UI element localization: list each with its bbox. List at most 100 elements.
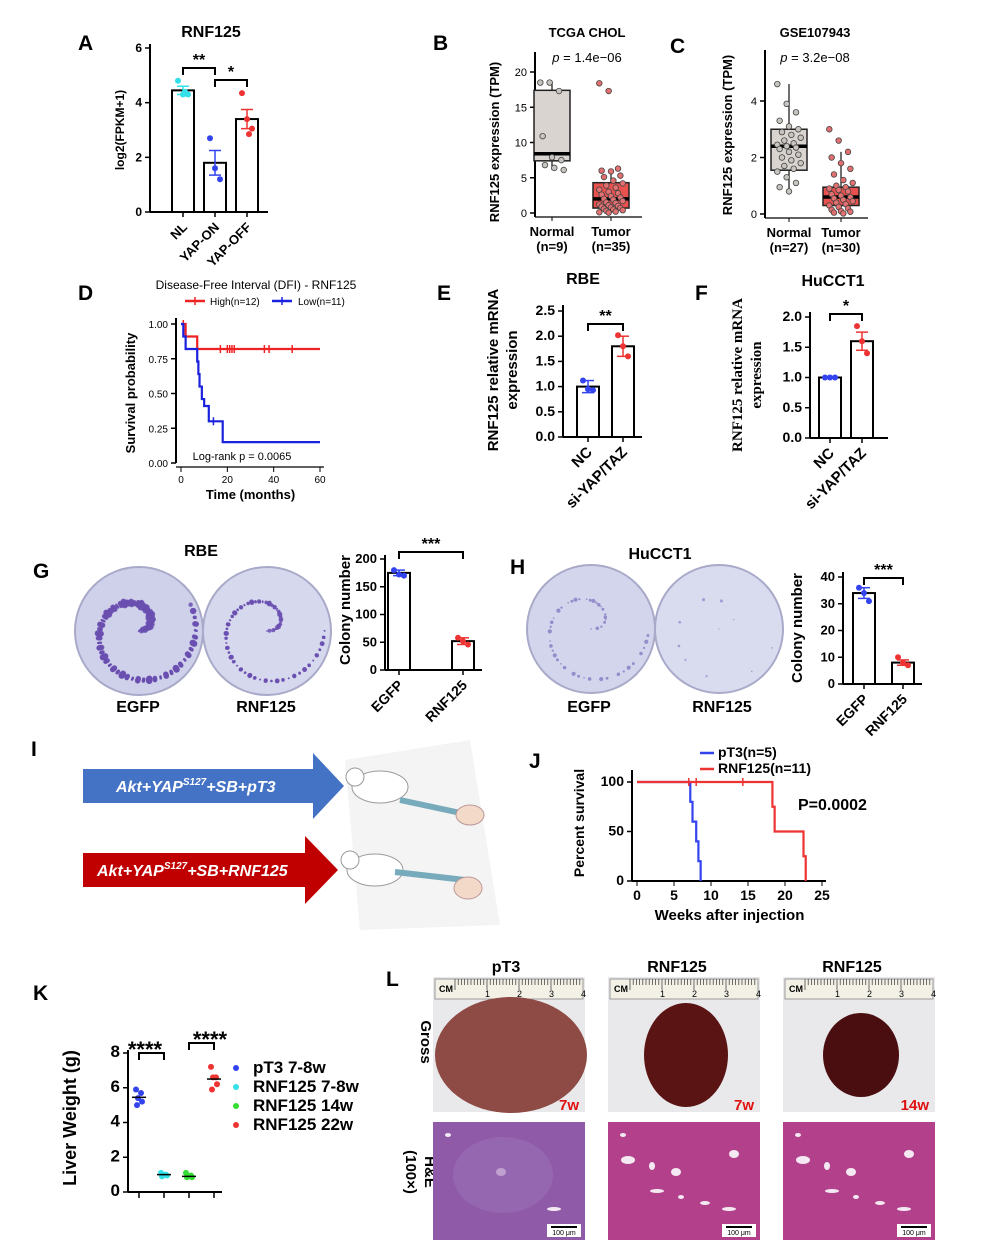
- ruler: [609, 978, 759, 1000]
- F-y-tick-label: 1.5: [783, 338, 803, 354]
- C-y-axis-label: RNF125 expression (TPM): [720, 55, 735, 215]
- ruler-unit: CM: [789, 984, 803, 994]
- K-significance-label: ****: [128, 1037, 163, 1062]
- colony-dot: [146, 619, 150, 623]
- colony-dot: [551, 649, 554, 652]
- C-data-point: [783, 100, 790, 108]
- ruler-number: 2: [692, 989, 697, 999]
- E-significance-bracket: [587, 323, 624, 331]
- F-data-point: [827, 374, 833, 381]
- colony-dot: [239, 667, 244, 672]
- C-data-point: [774, 168, 781, 175]
- panel-letter-e: E: [437, 282, 451, 305]
- colony-dot: [562, 665, 567, 670]
- colony-plate-rbe-egfp: [74, 566, 204, 696]
- colony-dot: [116, 669, 121, 673]
- C-data-point: [776, 183, 783, 191]
- D-x-axis-label: Time (months): [206, 487, 295, 502]
- plate-label-rnf125: RNF125: [692, 699, 752, 716]
- B-data-point: [603, 182, 610, 189]
- G-y-tick-label: 0: [370, 662, 377, 677]
- colony-dot: [109, 663, 112, 666]
- ruler-unit: CM: [614, 984, 628, 994]
- B-data-point: [612, 184, 619, 191]
- colony-dot: [719, 599, 723, 603]
- G-chart-title: RBE: [184, 543, 218, 560]
- B-data-point: [610, 177, 617, 184]
- D-x-tick-label: 40: [268, 475, 280, 486]
- colony-dot: [253, 675, 257, 680]
- E-data-point: [625, 353, 631, 360]
- colony-dot: [145, 612, 148, 615]
- vessel-lumen: [904, 1150, 914, 1158]
- column-header: RNF125: [647, 959, 707, 976]
- C-chart-title: GSE107943: [780, 25, 851, 40]
- colony-plate-rbe-rnf125: [202, 566, 332, 696]
- colony-dot: [192, 621, 198, 627]
- vessel-lumen: [547, 1207, 561, 1211]
- colony-dot: [323, 629, 326, 632]
- colony-dot: [169, 669, 173, 673]
- colony-dot: [112, 606, 118, 613]
- vessel-lumen: [445, 1133, 451, 1137]
- F-y-tick-label: 1.0: [783, 369, 803, 385]
- colony-dot: [274, 678, 280, 684]
- colony-dot: [591, 598, 596, 604]
- vessel-lumen: [700, 1201, 710, 1205]
- scale-bar-label: 100 μm: [552, 1230, 576, 1237]
- C-y-tick-label: 2: [751, 153, 757, 165]
- G-y-tick-label: 50: [363, 634, 377, 649]
- A-y-tick-label: 6: [135, 41, 142, 55]
- colony-dot: [226, 622, 231, 627]
- colony-dot: [597, 603, 601, 607]
- K-y-tick-label: 6: [111, 1077, 120, 1096]
- colony-dot: [144, 625, 148, 628]
- ruler-unit: CM: [439, 984, 453, 994]
- colony-dot: [603, 615, 608, 620]
- colony-dot: [99, 641, 103, 644]
- H-y-tick-label: 0: [828, 676, 835, 691]
- vessel-lumen: [824, 1162, 830, 1170]
- colony-plate-hucct1-egfp: [526, 564, 656, 694]
- ruler-number: 3: [549, 989, 554, 999]
- C-data-point: [785, 123, 793, 130]
- colony-dot: [644, 639, 649, 644]
- colony-dot: [145, 613, 150, 619]
- A-data-point: [244, 116, 250, 123]
- J-x-axis-label: Weeks after injection: [655, 907, 805, 924]
- B-x-tick-label: Normal: [530, 224, 575, 239]
- B-x-tick-label: Tumor: [591, 224, 630, 239]
- colony-dot: [191, 634, 197, 639]
- colony-dot: [595, 601, 598, 604]
- B-data-point: [607, 168, 615, 175]
- F-data-point: [822, 374, 828, 381]
- B-y-axis-label: RNF125 expression (TPM): [487, 62, 502, 222]
- colony-dot: [278, 616, 282, 619]
- ruler-number: 4: [756, 989, 761, 999]
- E-bar-si-YAP/TAZ: [611, 345, 635, 438]
- K-data-point: [134, 1102, 140, 1109]
- D-y-tick-label: 0.75: [149, 355, 169, 366]
- panel-letter-g: G: [33, 560, 49, 583]
- K-y-tick-label: 2: [111, 1146, 120, 1165]
- K-legend-label: pT3 7-8w: [253, 1058, 327, 1077]
- vessel-lumen: [897, 1207, 911, 1211]
- C-data-point: [788, 131, 795, 139]
- colony-dot: [267, 628, 272, 633]
- colony-dot: [99, 627, 103, 632]
- G-y-tick-label: 150: [355, 579, 377, 594]
- C-data-point: [781, 137, 788, 144]
- C-y-tick-label: 0: [751, 209, 757, 221]
- K-significance-bracket: [138, 1052, 165, 1060]
- colony-dot: [229, 654, 234, 660]
- C-data-point: [783, 174, 790, 181]
- K-y-tick-label: 0: [111, 1181, 120, 1200]
- C-data-point: [830, 209, 838, 216]
- H-data-point: [905, 662, 911, 669]
- H-bar-EGFP: [852, 592, 876, 685]
- ruler-number: 3: [724, 989, 729, 999]
- H-data-point: [866, 598, 872, 605]
- ruler-number: 2: [517, 989, 522, 999]
- G-data-point: [465, 641, 471, 648]
